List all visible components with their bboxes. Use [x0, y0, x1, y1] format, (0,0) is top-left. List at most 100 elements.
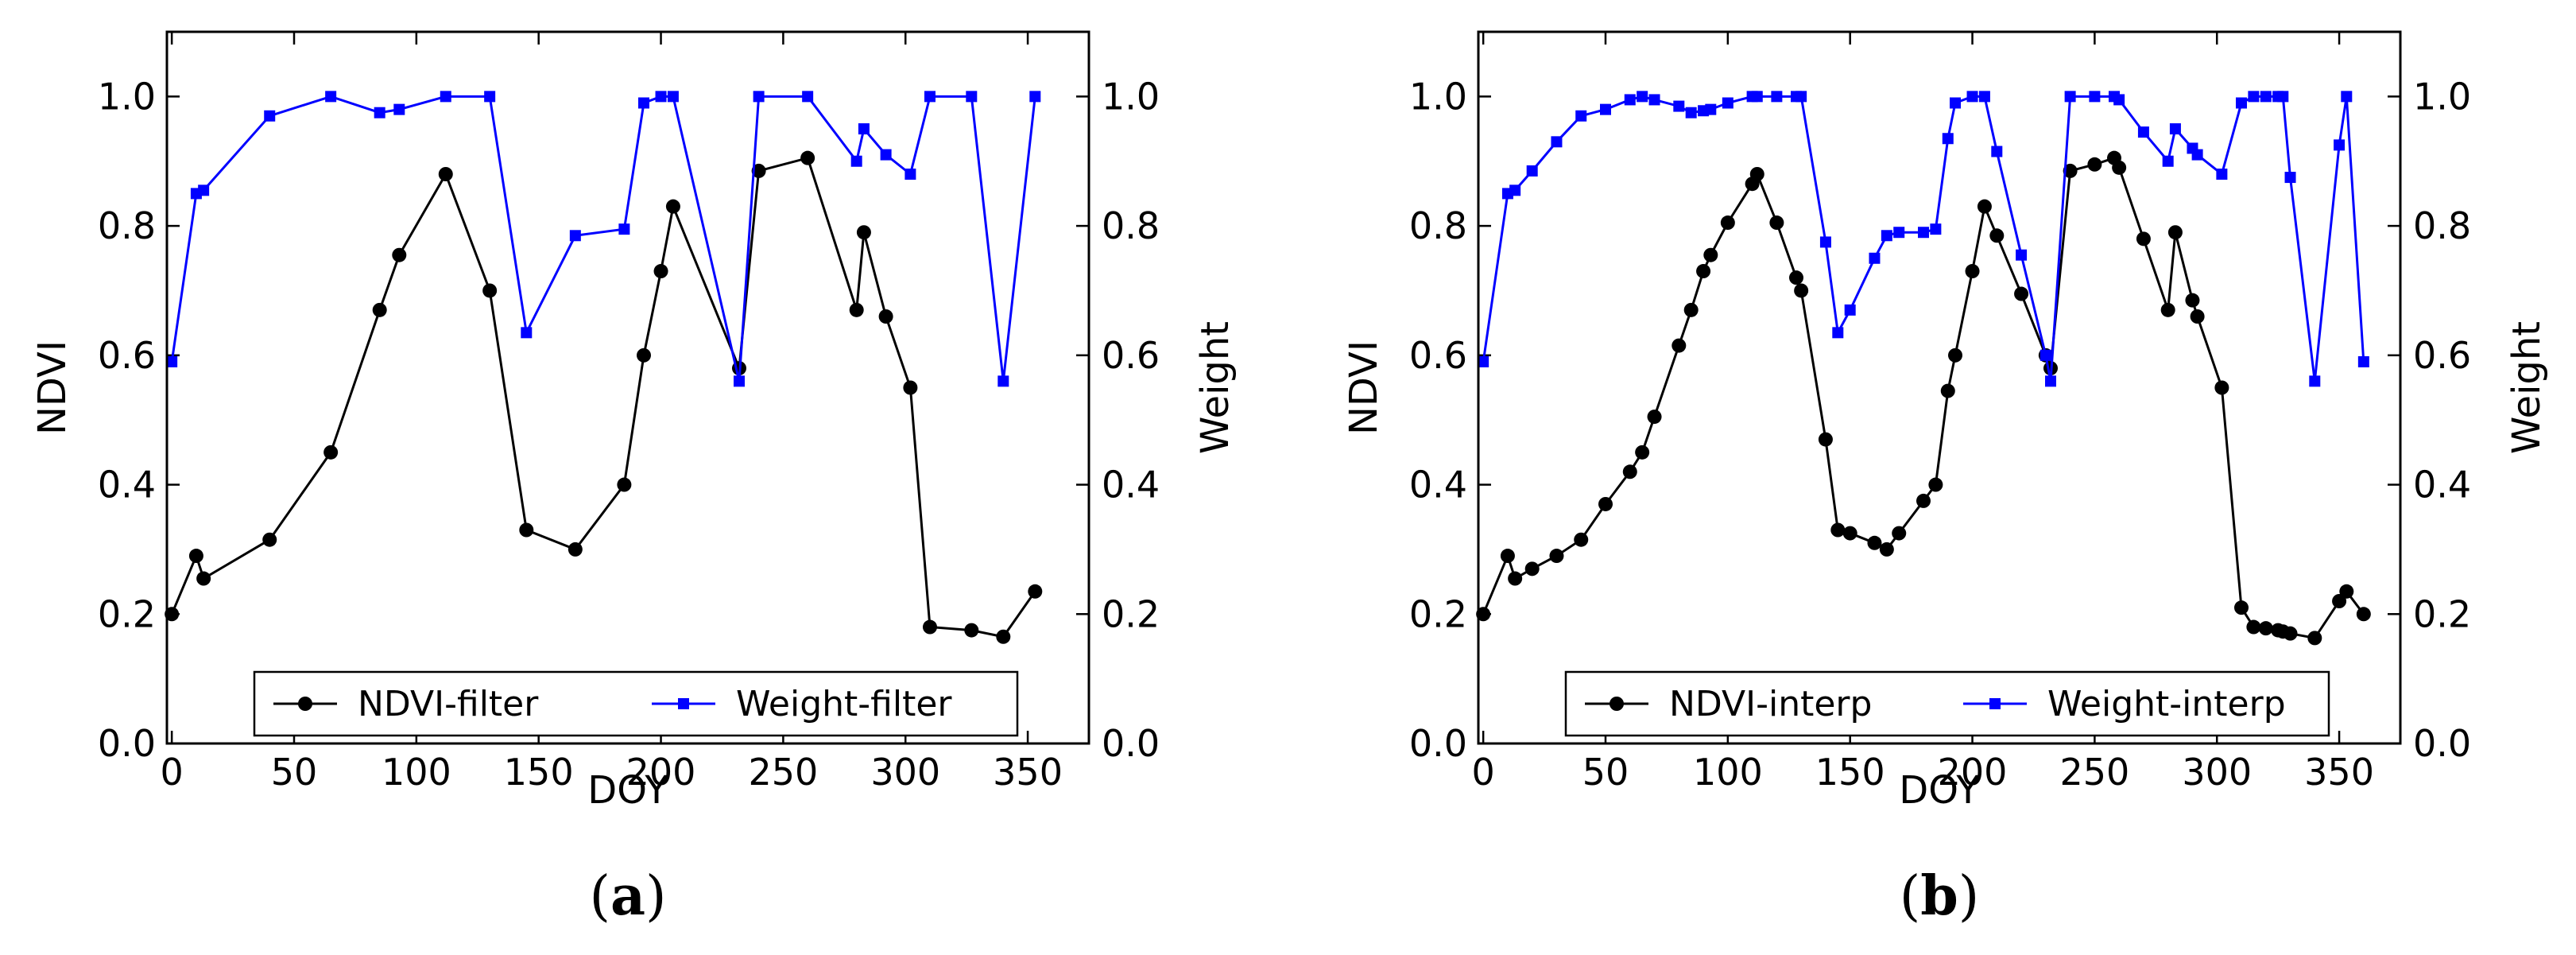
- weight-point: [1869, 252, 1881, 264]
- ndvi-point: [903, 380, 918, 395]
- weight-point: [1918, 227, 1929, 239]
- weight-point: [2191, 149, 2203, 161]
- ndvi-point: [165, 607, 180, 622]
- weight-point: [2045, 375, 2056, 387]
- weight-point: [1832, 327, 1844, 339]
- y-axis-label: NDVI: [1342, 340, 1386, 435]
- ndvi-point: [1549, 549, 1564, 564]
- weight-point: [2137, 126, 2149, 138]
- ndvi-point: [856, 225, 871, 240]
- weight-point: [393, 103, 405, 115]
- weight-point: [1526, 165, 1538, 177]
- weight-point: [667, 91, 679, 103]
- x-tick-label: 50: [1582, 751, 1629, 794]
- ndvi-point: [2063, 163, 2078, 178]
- y2-tick-label: 0.0: [1102, 722, 1160, 765]
- ndvi-point: [1671, 338, 1687, 353]
- ndvi-point: [1622, 464, 1637, 479]
- x-tick-label: 50: [271, 751, 318, 794]
- ndvi-point: [1028, 584, 1043, 599]
- ndvi-point: [2160, 302, 2175, 317]
- weight-point: [325, 91, 337, 103]
- plot-frame: [1477, 30, 2402, 745]
- x-tick-label: 200: [626, 751, 696, 794]
- legend-label-ndvi: NDVI-filter: [358, 684, 539, 724]
- weight-point: [2169, 123, 2181, 135]
- y2-tick-label: 0.4: [2413, 464, 2471, 507]
- ndvi-point: [188, 549, 203, 564]
- y-tick-label: 0.2: [1409, 592, 1467, 635]
- ndvi-point: [2258, 621, 2273, 636]
- ndvi-point: [262, 532, 277, 547]
- y2-tick-label: 0.6: [2413, 334, 2471, 377]
- weight-point: [2162, 155, 2174, 167]
- weight-point: [2064, 91, 2076, 103]
- weight-point: [1942, 133, 1954, 145]
- ndvi-point: [1749, 167, 1764, 181]
- ndvi-point: [751, 163, 766, 178]
- chart-panel-a: 0 50 100 150 200 250 300 350 0.0 0.0 0.2 0.2 0.4 0.4 0…: [30, 30, 1238, 928]
- caption-close: ): [645, 865, 667, 928]
- ndvi-point: [2185, 293, 2200, 308]
- weight-point: [2260, 91, 2272, 103]
- weight-point: [850, 155, 862, 167]
- y-tick-label: 0.0: [1409, 722, 1467, 765]
- weight-point: [618, 223, 630, 235]
- ndvi-point: [1940, 383, 1955, 398]
- ndvi-point: [1789, 270, 1803, 285]
- y2-axis-label: Weight: [1193, 321, 1238, 454]
- weight-point: [2216, 169, 2228, 180]
- weight-point: [966, 91, 978, 103]
- legend-marker-weight: [1989, 698, 2001, 709]
- weight-point: [1509, 184, 1521, 196]
- weight-point: [1624, 94, 1636, 106]
- weight-point: [1648, 94, 1660, 106]
- ndvi-point: [653, 264, 668, 279]
- legend-label-ndvi: NDVI-interp: [1669, 684, 1872, 724]
- x-axis-label: DOY: [587, 768, 668, 813]
- y-tick-label: 0.8: [98, 204, 156, 247]
- ndvi-point: [482, 283, 498, 298]
- weight-point: [638, 97, 649, 109]
- y2-tick-label: 0.0: [2413, 722, 2471, 765]
- ndvi-point: [1524, 561, 1540, 576]
- weight-point: [1637, 91, 1648, 103]
- series-line-ndvi-interp: [1482, 156, 2365, 640]
- x-tick-label: 0: [161, 751, 184, 794]
- plot-frame: [165, 30, 1090, 745]
- weight-point: [997, 375, 1009, 387]
- ndvi-point: [2332, 594, 2347, 608]
- x-tick-label: 300: [870, 751, 940, 794]
- weight-point: [1478, 355, 1489, 367]
- caption-letter: a: [610, 864, 645, 928]
- ndvi-point: [1977, 199, 1992, 214]
- x-tick-label: 0: [1472, 751, 1495, 794]
- weight-point: [1705, 103, 1717, 115]
- y-tick-label: 0.8: [1409, 204, 1467, 247]
- ndvi-point: [2014, 286, 2029, 301]
- ndvi-point: [1508, 571, 1523, 586]
- weight-point: [2334, 139, 2346, 151]
- weight-point: [1600, 103, 1611, 115]
- x-tick-label: 150: [1815, 751, 1885, 794]
- weight-point: [880, 149, 892, 161]
- weight-point: [166, 355, 178, 367]
- weight-point: [2113, 94, 2125, 106]
- weight-point: [2341, 91, 2353, 103]
- ndvi-point: [2112, 160, 2127, 175]
- y2-tick-label: 0.4: [1102, 464, 1160, 507]
- ndvi-point: [1598, 496, 1613, 511]
- weight-point: [1029, 91, 1041, 103]
- ndvi-point: [964, 623, 979, 638]
- panel-caption: (a): [589, 864, 666, 928]
- ndvi-point: [2307, 631, 2322, 646]
- ndvi-point: [1948, 347, 1962, 363]
- y-tick-label: 0.2: [98, 592, 156, 635]
- weight-point: [1819, 236, 1831, 248]
- x-tick-label: 350: [993, 751, 1063, 794]
- x-tick-label: 200: [1938, 751, 2008, 794]
- x-tick-label: 250: [2059, 751, 2129, 794]
- weight-point: [2309, 375, 2321, 387]
- x-tick-label: 350: [2304, 751, 2374, 794]
- x-tick-label: 100: [382, 751, 451, 794]
